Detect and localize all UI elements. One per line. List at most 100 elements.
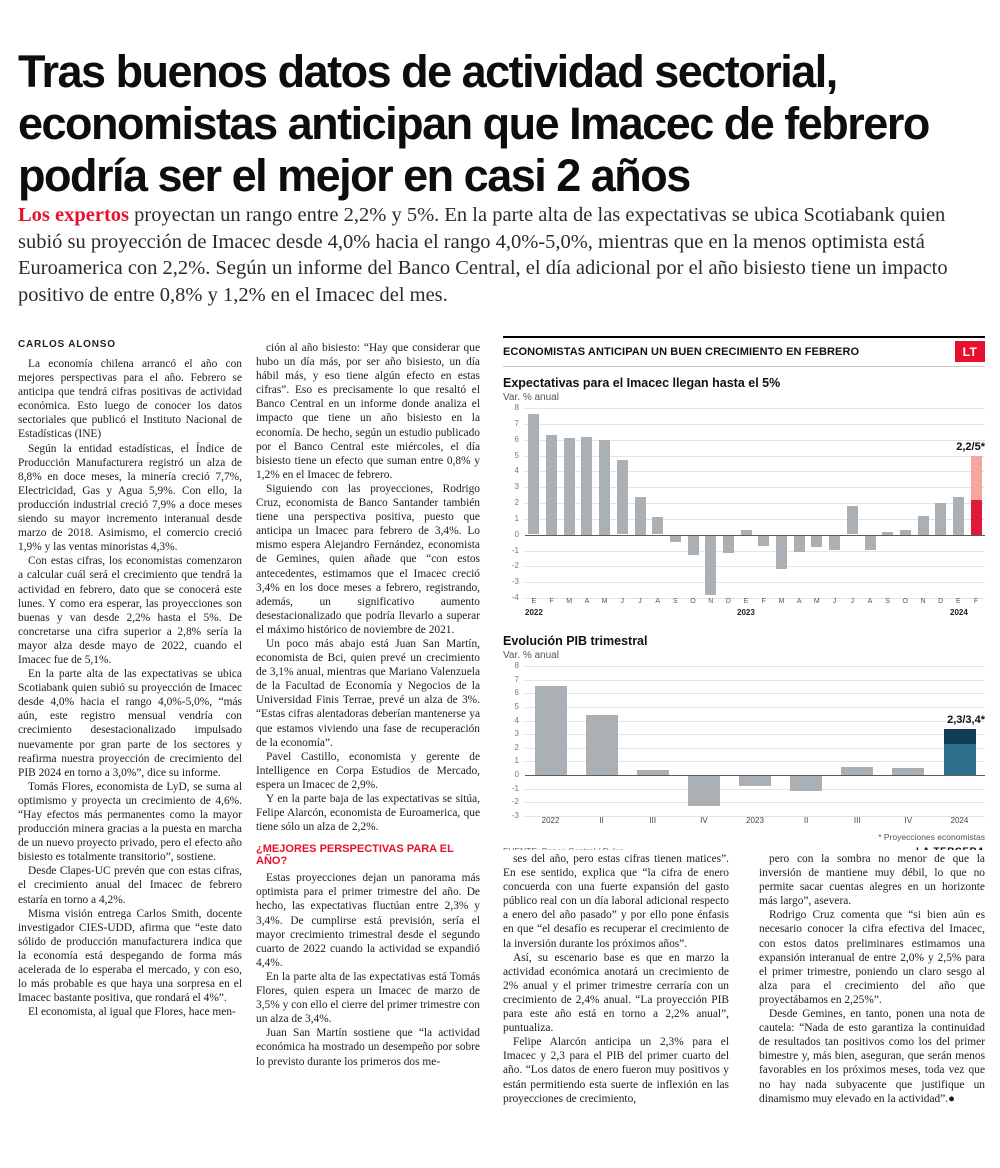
bar-2022-0 bbox=[535, 686, 567, 775]
body-paragraph: Juan San Martín sostiene que “la activid… bbox=[256, 1027, 480, 1068]
bar-M-2 bbox=[564, 438, 575, 535]
bar-F-1 bbox=[546, 435, 557, 535]
chart-footer: FUENTE: Banco Central / Pulso LA TERCERA bbox=[503, 846, 985, 850]
x-tick-label: A bbox=[584, 598, 590, 605]
bar-E-0 bbox=[528, 414, 539, 534]
body-paragraph: Con estas cifras, los economistas comenz… bbox=[18, 555, 242, 666]
bar-M-16 bbox=[811, 536, 822, 547]
y-tick-label: -3 bbox=[511, 577, 519, 586]
chart1-subtitle: Var. % anual bbox=[503, 392, 559, 403]
x-tick-label: II bbox=[803, 816, 809, 825]
x-tick-label: A bbox=[655, 598, 660, 605]
gridline bbox=[525, 680, 985, 681]
body-paragraph: En la parte alta de las expectativas est… bbox=[256, 970, 480, 1026]
gridline bbox=[525, 424, 985, 425]
body-paragraph: Misma visión entrega Carlos Smith, docen… bbox=[18, 907, 242, 1005]
y-tick-label: 3 bbox=[514, 729, 519, 738]
bar-III-6 bbox=[841, 767, 873, 775]
body-paragraph: ses del año, pero estas cifras tienen ma… bbox=[503, 853, 729, 950]
chart2-title: Evolución PIB trimestral bbox=[503, 634, 648, 648]
body-paragraph: La economía chilena arrancó el año con m… bbox=[18, 358, 242, 441]
y-tick-label: 0 bbox=[514, 770, 519, 779]
y-tick-label: 7 bbox=[514, 675, 519, 684]
y-tick-label: 4 bbox=[514, 466, 519, 475]
bar-A-7 bbox=[652, 517, 663, 534]
gridline bbox=[525, 707, 985, 708]
column-3-paragraphs: ses del año, pero estas cifras tienen ma… bbox=[503, 852, 729, 1106]
y-tick-label: 2 bbox=[514, 743, 519, 752]
x-tick-label: S bbox=[885, 598, 890, 605]
bar-2023-4 bbox=[739, 776, 771, 786]
bar-S-20 bbox=[882, 532, 893, 535]
newspaper-brand: LA TERCERA bbox=[916, 846, 985, 850]
x-tick-label: E bbox=[531, 598, 537, 605]
headline-line-1: Tras buenos datos de actividad sectorial… bbox=[18, 46, 838, 98]
bar-M-4 bbox=[599, 440, 610, 535]
bar-J-6 bbox=[635, 497, 646, 535]
gridline bbox=[525, 582, 985, 583]
x-tick-label: E bbox=[956, 598, 961, 605]
chart-source: FUENTE: Banco Central / Pulso bbox=[503, 846, 624, 850]
column-3: ses del año, pero estas cifras tienen ma… bbox=[503, 852, 729, 1154]
x-tick-label: O bbox=[902, 598, 908, 605]
headline: Tras buenos datos de actividad sectorial… bbox=[18, 46, 984, 202]
x-tick-label: E bbox=[743, 598, 749, 605]
year-label: 2023 bbox=[737, 608, 755, 617]
body-paragraph: pero con la sombra no menor de que la in… bbox=[759, 853, 985, 908]
body-paragraph: Y en la parte baja de las expectativas s… bbox=[256, 793, 480, 834]
projection-bar-high bbox=[944, 729, 976, 744]
body-paragraph: Tomás Flores, economista de LyD, se suma… bbox=[18, 780, 242, 864]
bar-IV-7 bbox=[892, 768, 924, 775]
infographic-header: ECONOMISTAS ANTICIPAN UN BUEN CRECIMIENT… bbox=[503, 336, 985, 367]
bar-D-23 bbox=[935, 503, 946, 535]
body-paragraph: Según la entidad estadísticas, el Índice… bbox=[18, 442, 242, 554]
year-label: 2022 bbox=[525, 608, 543, 617]
x-tick-label: D bbox=[938, 598, 944, 605]
body-paragraph: Así, su escenario base es que en marzo l… bbox=[503, 951, 729, 1035]
bar-A-19 bbox=[865, 536, 876, 550]
bar-M-14 bbox=[776, 536, 787, 569]
x-tick-label: A bbox=[867, 598, 873, 605]
year-label: 2024 bbox=[950, 608, 968, 617]
body-paragraph: Estas proyecciones dejan un panorama más… bbox=[256, 872, 480, 969]
x-tick-label: II bbox=[599, 816, 604, 825]
x-tick-label: III bbox=[649, 816, 657, 825]
body-paragraph: Un poco más abajo está Juan San Martín, … bbox=[256, 637, 480, 749]
headline-line-3: podría ser el mejor en casi 2 años bbox=[18, 150, 691, 202]
gridline bbox=[525, 456, 985, 457]
body-paragraph: Felipe Alarcón anticipa un 2,3% para el … bbox=[503, 1036, 729, 1105]
bar-S-8 bbox=[670, 536, 681, 542]
gridline bbox=[525, 761, 985, 762]
x-tick-label: F bbox=[973, 598, 979, 605]
bar-III-2 bbox=[637, 770, 669, 775]
x-tick-label: IV bbox=[700, 816, 708, 825]
bar-E-12 bbox=[741, 530, 752, 535]
projection-bar-low bbox=[944, 744, 976, 775]
bar-O-21 bbox=[900, 530, 911, 535]
headline-line-2: economistas anticipan que Imacec de febr… bbox=[18, 98, 930, 150]
chart1-plot: 8 7 6 5 4 3 2 1 0 -1 -2 -3 -4 2,2/5* bbox=[503, 403, 985, 602]
y-tick-label: 2 bbox=[514, 498, 519, 507]
y-tick-label: 6 bbox=[514, 688, 519, 697]
bar-II-1 bbox=[586, 715, 618, 775]
bar-J-5 bbox=[617, 460, 628, 534]
projection-label: 2,2/5* bbox=[956, 441, 985, 453]
bar-IV-3 bbox=[688, 776, 720, 806]
chart2-subtitle: Var. % anual bbox=[503, 650, 559, 661]
x-tick-label: 2022 bbox=[541, 816, 560, 825]
bar-J-18 bbox=[847, 506, 858, 534]
y-tick-label: 6 bbox=[514, 435, 519, 444]
y-tick-label: 8 bbox=[514, 661, 519, 670]
gridline bbox=[525, 487, 985, 488]
x-tick-label: J bbox=[638, 598, 642, 605]
y-tick-label: 1 bbox=[514, 514, 519, 523]
gridline bbox=[525, 748, 985, 749]
gridline bbox=[525, 802, 985, 803]
gridline bbox=[525, 816, 985, 817]
gridline bbox=[525, 789, 985, 790]
lt-logo-icon: LT bbox=[955, 341, 985, 362]
column-1: CARLOS ALONSO La economía chilena arranc… bbox=[18, 339, 242, 1154]
gridline bbox=[525, 734, 985, 735]
y-tick-label: -1 bbox=[511, 784, 519, 793]
lede: Los expertos proyectan un rango entre 2,… bbox=[18, 202, 982, 308]
